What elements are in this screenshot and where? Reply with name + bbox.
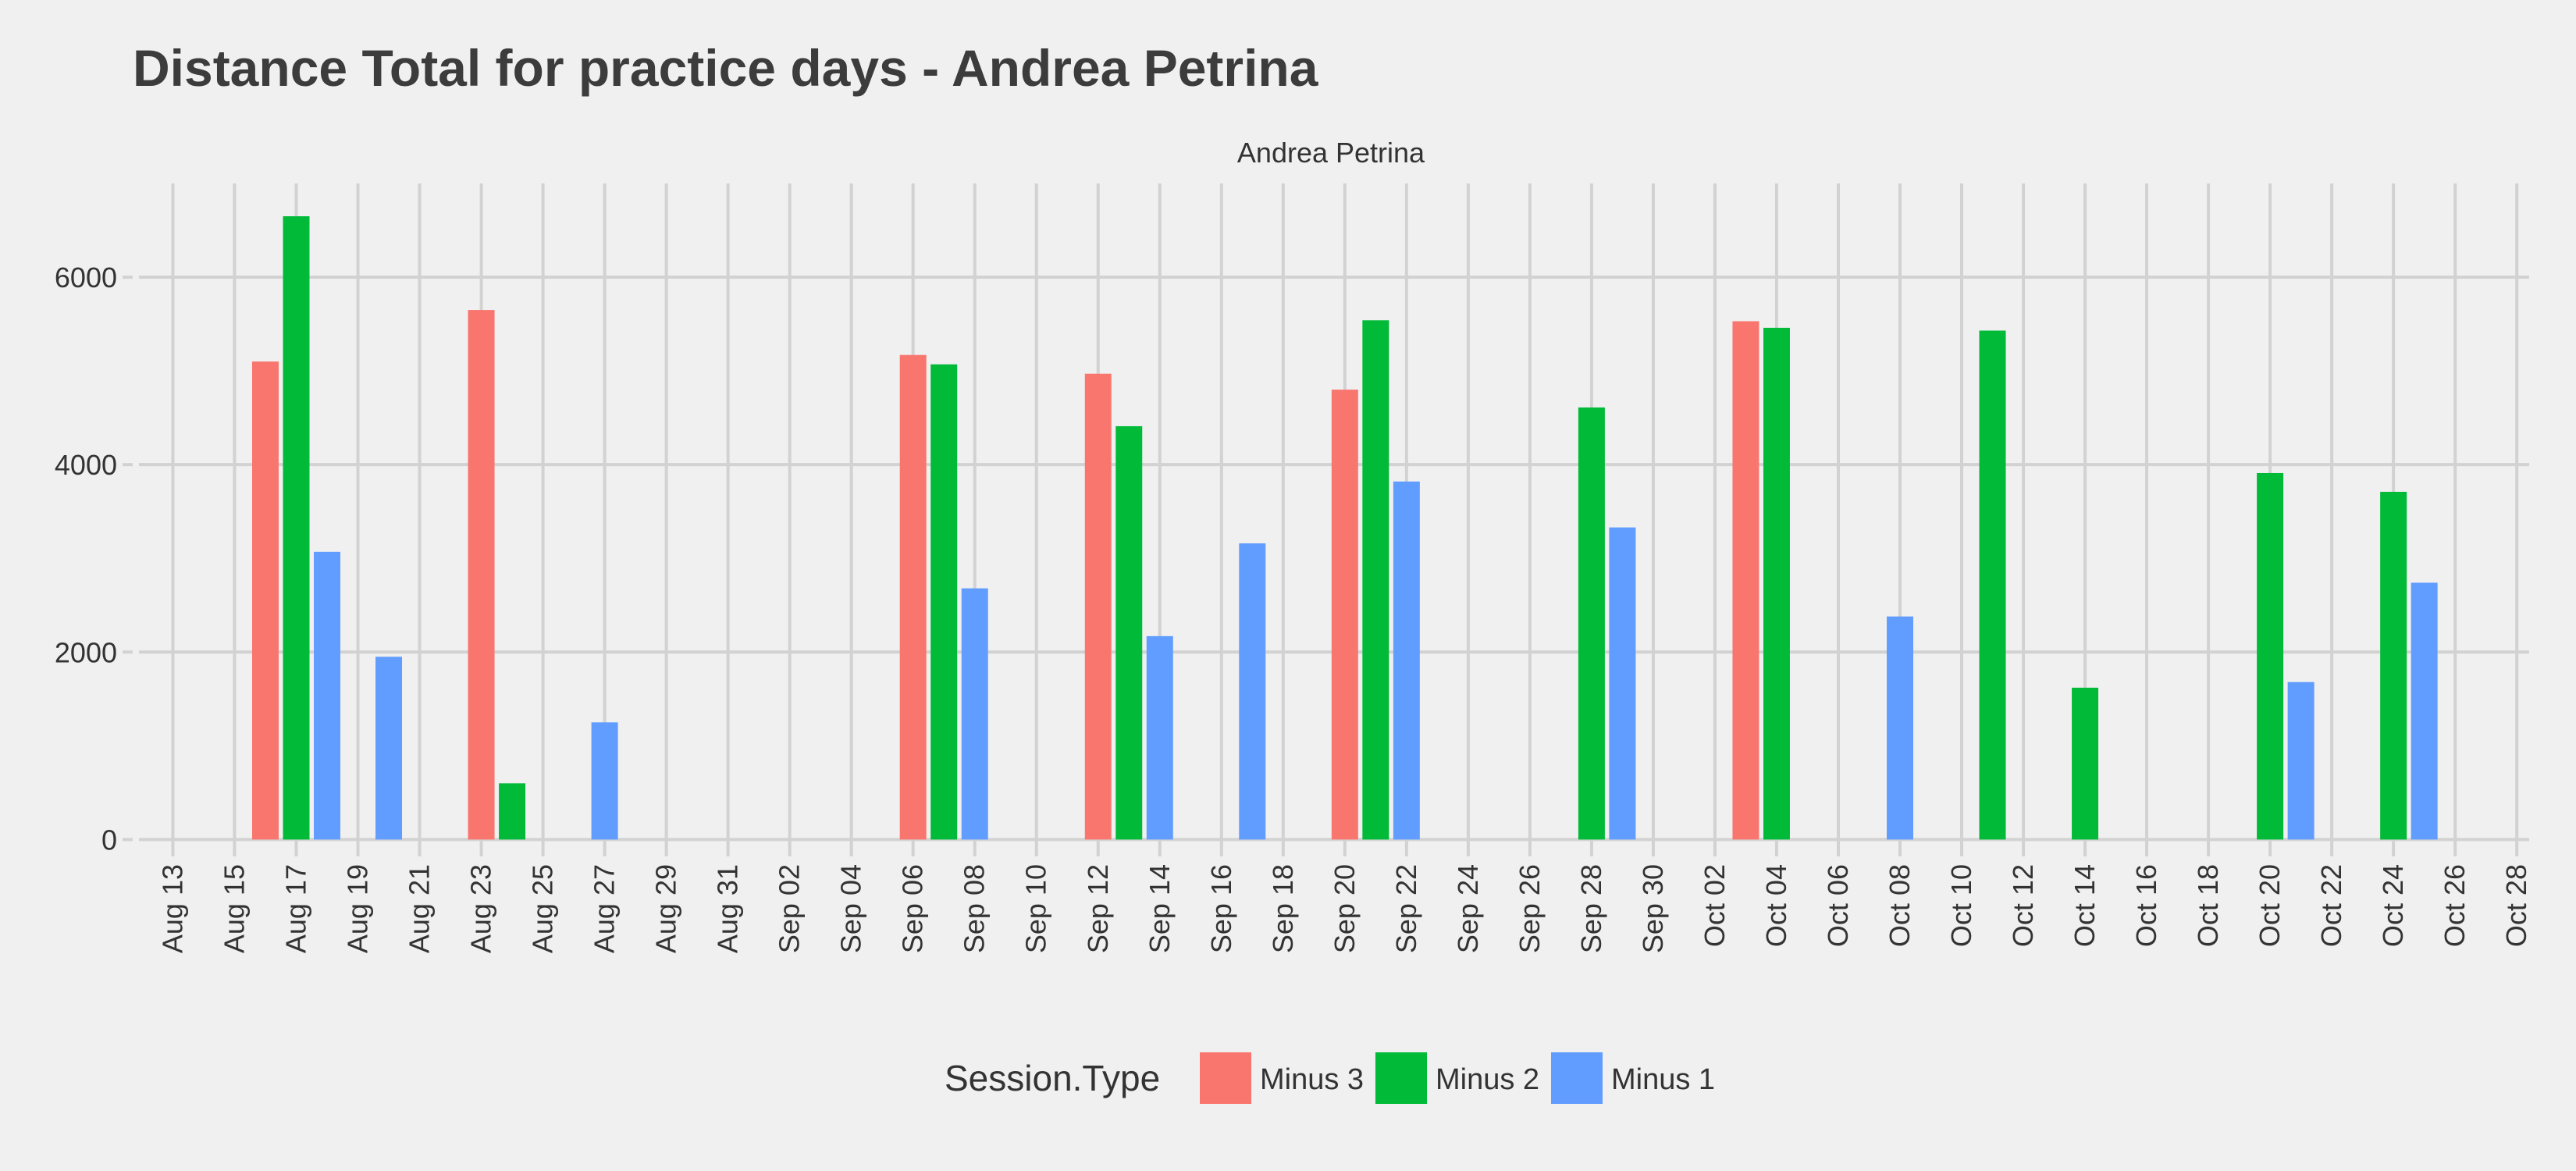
x-tick-label: Sep 10 [1020,864,1052,953]
bar-minus-2 [1979,330,2006,840]
bar-minus-1 [1146,635,1173,840]
x-tick-label: Aug 19 [342,864,374,953]
bar-minus-3 [899,354,927,840]
x-tick-label: Aug 29 [650,864,682,953]
x-tick-label: Aug 25 [527,864,559,953]
bar-minus-2 [2380,491,2407,840]
x-tick-label: Aug 23 [465,864,497,953]
bar-minus-1 [1239,543,1266,840]
legend-key-minus-1 [1551,1052,1603,1104]
bar-minus-2 [1763,327,1790,840]
x-tick-label: Sep 14 [1144,864,1176,953]
bar-minus-2 [1362,320,1389,840]
bar-minus-2 [2257,472,2284,840]
x-tick-label: Sep 22 [1390,864,1422,953]
x-tick-label: Aug 27 [589,864,621,953]
x-tick-label: Oct 04 [1760,864,1792,947]
x-tick-label: Sep 18 [1267,864,1299,953]
bar-minus-2 [283,216,310,840]
x-tick-label: Oct 20 [2254,864,2286,947]
bars [252,216,2438,840]
bar-minus-3 [468,310,495,840]
x-tick-label: Sep 24 [1452,864,1484,953]
x-tick-label: Sep 06 [897,864,929,953]
x-tick-label: Aug 31 [712,864,744,953]
x-tick-label: Sep 28 [1575,864,1607,953]
x-tick-label: Oct 10 [1945,864,1977,947]
x-tick-label: Oct 02 [1699,864,1731,947]
y-tick-label: 6000 [55,262,117,294]
bar-minus-1 [961,588,988,840]
legend-key-minus-3 [1200,1052,1251,1104]
bar-minus-1 [2287,682,2314,840]
x-tick-label: Sep 08 [959,864,991,953]
x-tick-label: Oct 22 [2315,864,2347,947]
x-tick-label: Sep 04 [835,864,867,953]
bar-minus-2 [1578,407,1605,840]
x-tick-label: Aug 13 [156,864,188,953]
x-tick-label: Oct 06 [1822,864,1854,947]
y-axis-ticks: 0 2000 4000 6000 [55,262,133,856]
y-tick-label: 4000 [55,449,117,481]
x-axis-ticks: Aug 13 Aug 15 Aug 17 Aug 19 Aug 21 Aug 23 Aug … [156,847,2532,953]
bar-minus-1 [591,722,618,840]
legend: Session.Type Minus 3 Minus 2 Minus 1 [945,1052,1715,1104]
bar-minus-1 [1609,527,1636,840]
legend-label: Minus 3 [1260,1063,1364,1096]
bar-minus-2 [499,783,526,840]
legend-title: Session.Type [945,1058,1160,1098]
x-tick-label: Oct 26 [2439,864,2471,947]
x-tick-label: Aug 21 [404,864,436,953]
chart-title: Distance Total for practice days - Andre… [133,39,1319,97]
x-tick-label: Oct 18 [2192,864,2224,947]
legend-label: Minus 1 [1611,1063,1715,1096]
bar-minus-1 [375,657,403,840]
bar-minus-1 [2411,582,2438,840]
bar-minus-2 [1115,425,1143,840]
y-tick-label: 0 [101,824,117,856]
x-tick-label: Oct 24 [2377,864,2409,947]
bar-minus-1 [314,551,340,840]
x-tick-label: Oct 14 [2069,864,2101,947]
bar-minus-3 [1331,390,1358,840]
bar-minus-3 [252,361,279,840]
x-tick-label: Oct 12 [2007,864,2039,947]
facet-label: Andrea Petrina [1237,137,1425,169]
x-tick-label: Sep 20 [1329,864,1361,953]
x-tick-label: Sep 16 [1205,864,1237,953]
x-tick-label: Aug 17 [279,864,311,953]
x-tick-label: Sep 12 [1082,864,1114,953]
bar-minus-1 [1887,616,1913,840]
bar-minus-3 [1084,373,1112,840]
bar-minus-2 [930,364,958,840]
bar-minus-3 [1732,321,1759,840]
legend-label: Minus 2 [1436,1063,1539,1096]
x-tick-label: Sep 02 [774,864,806,953]
x-tick-label: Sep 26 [1514,864,1546,953]
x-tick-label: Oct 08 [1884,864,1916,947]
x-tick-label: Sep 30 [1637,864,1669,953]
bar-minus-1 [1393,481,1420,840]
bar-minus-2 [2072,687,2099,840]
x-tick-label: Oct 28 [2500,864,2532,947]
x-tick-label: Aug 15 [218,864,250,953]
legend-key-minus-2 [1375,1052,1427,1104]
x-tick-label: Oct 16 [2130,864,2162,947]
y-tick-label: 2000 [55,636,117,668]
